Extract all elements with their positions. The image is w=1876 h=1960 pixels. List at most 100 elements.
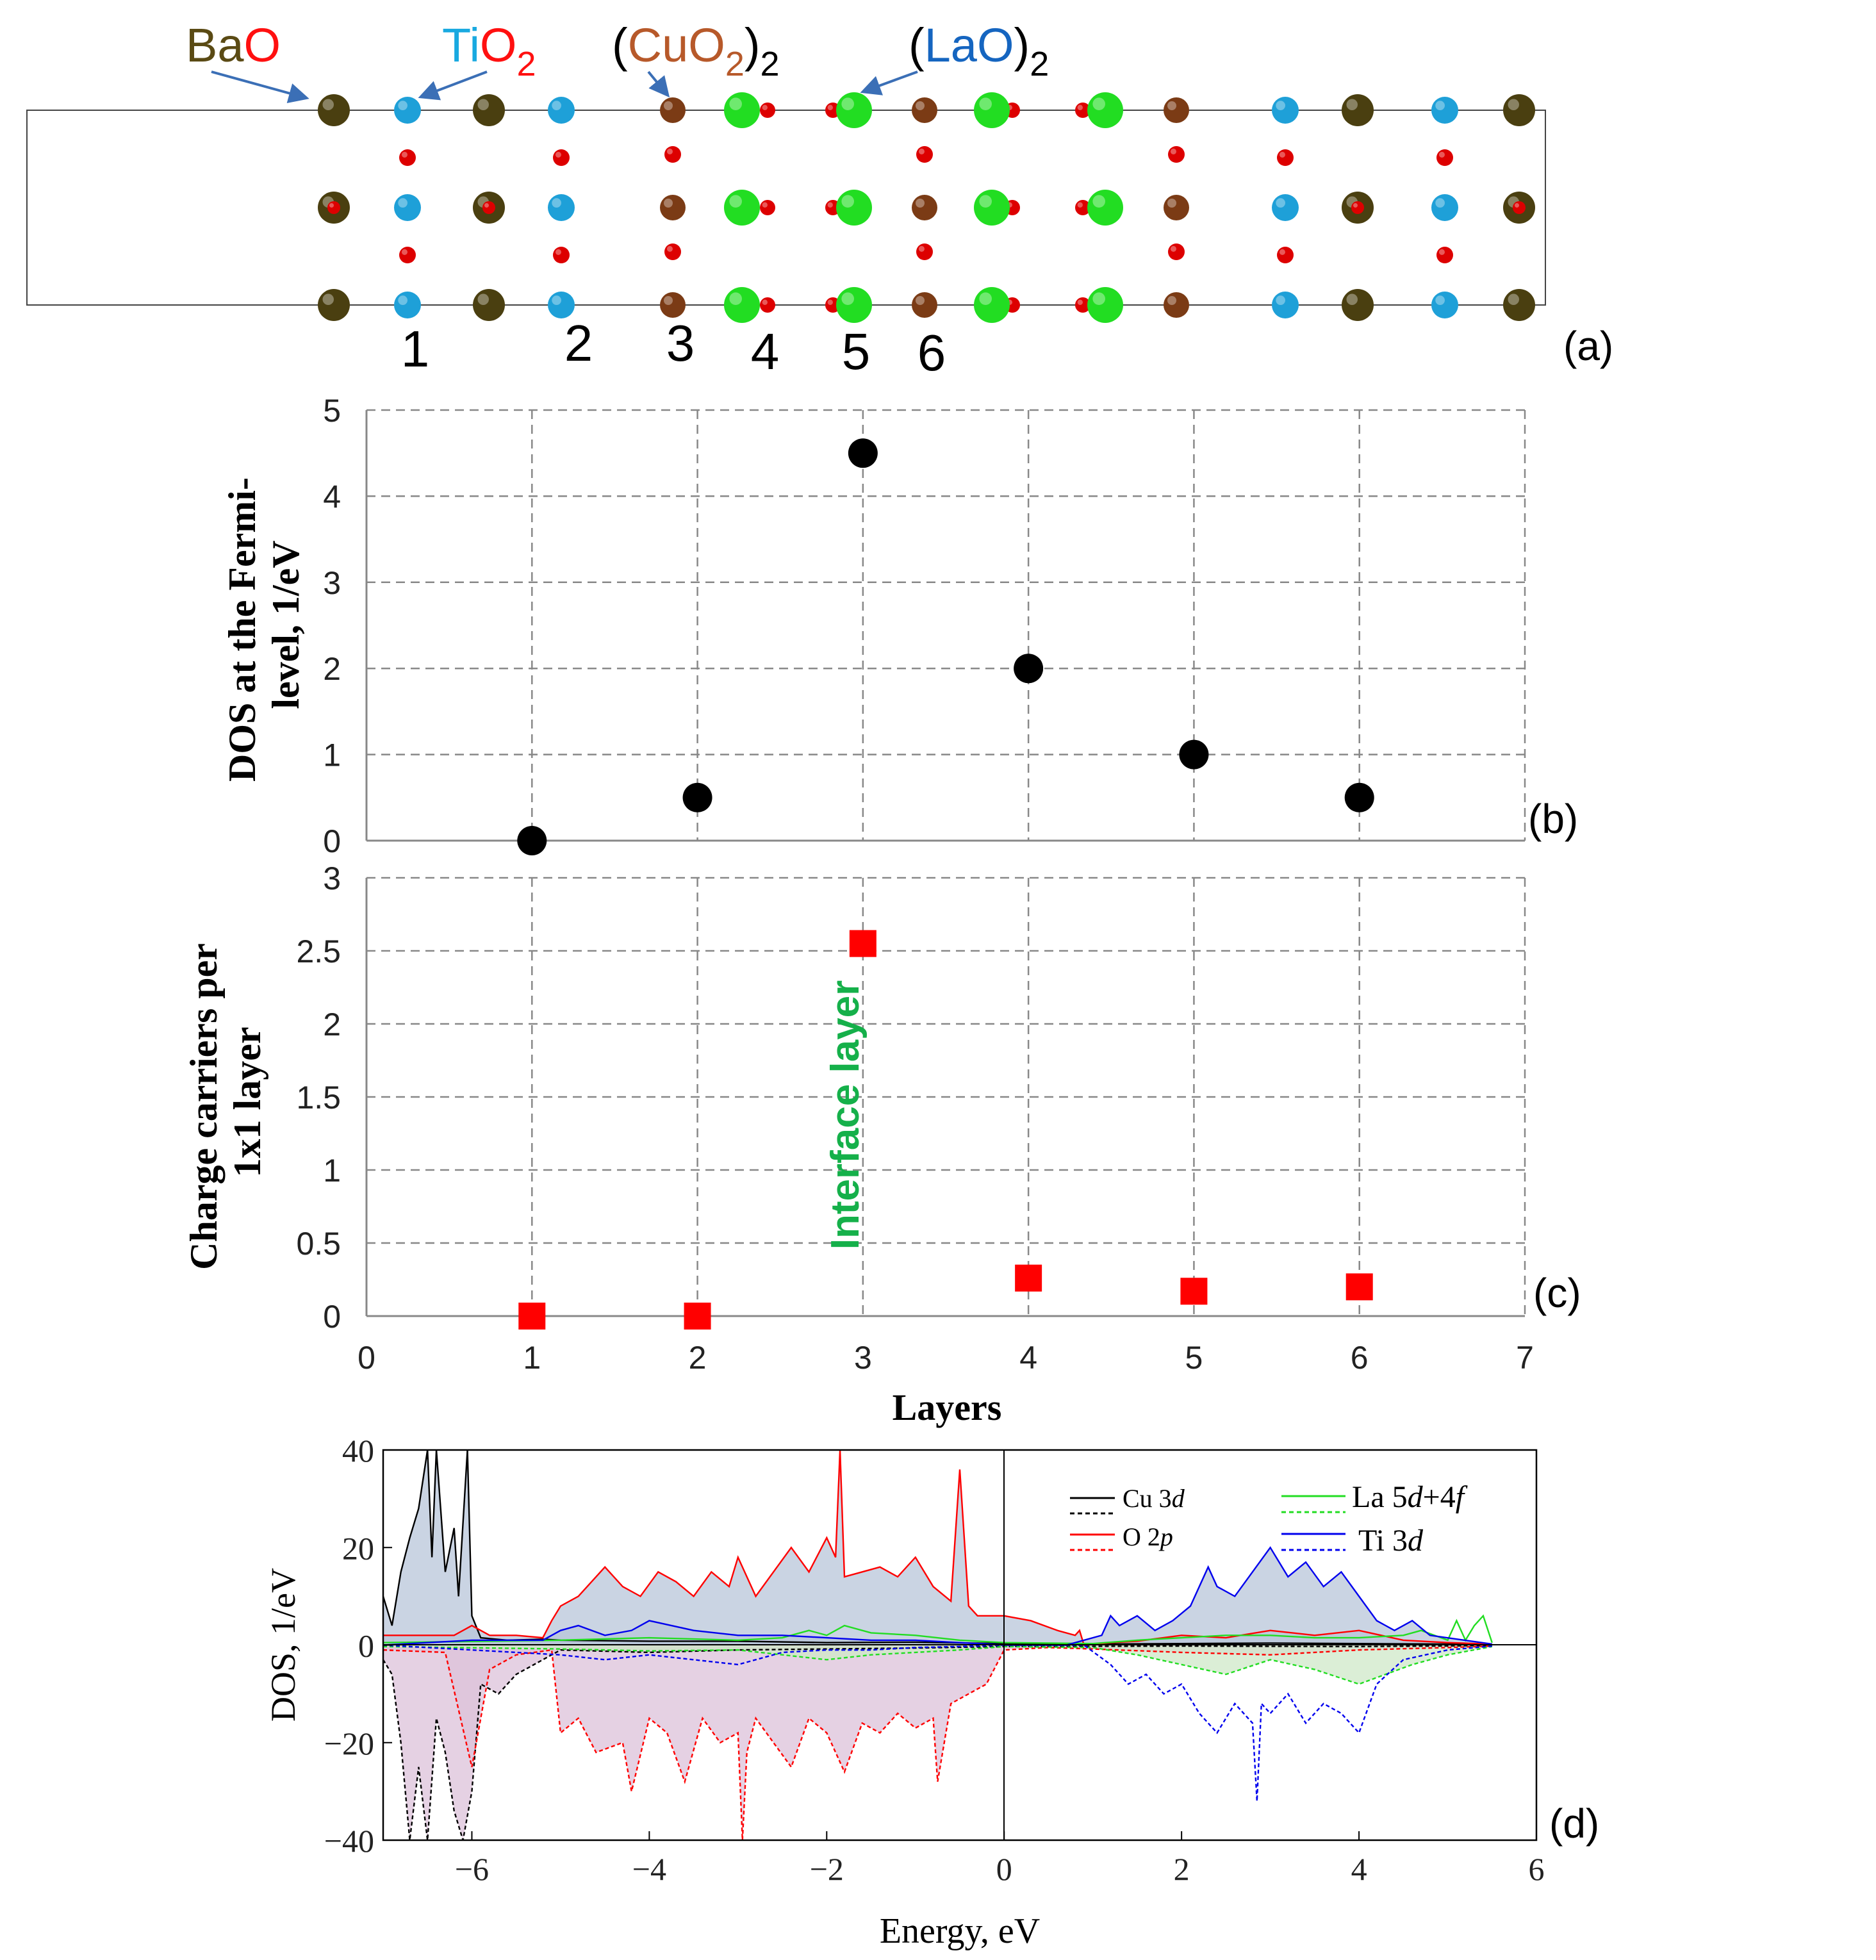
c-grid: [366, 877, 1526, 1316]
o-atom: [664, 243, 681, 260]
ba-atom: [318, 289, 350, 321]
y-tick-label: 4: [323, 479, 341, 515]
data-point: [1179, 739, 1209, 770]
o-atom: [760, 297, 775, 313]
ti-atom: [1431, 292, 1458, 318]
ti-atom: [548, 194, 575, 221]
series-fill: [383, 1547, 1492, 1645]
data-point: [518, 1303, 546, 1330]
x-tick-label: 4: [1019, 1340, 1037, 1376]
o-atom: [1513, 201, 1526, 214]
x-tick-label: 1: [523, 1340, 541, 1376]
la-atom: [1087, 287, 1123, 323]
layer-number-2: 2: [564, 315, 593, 372]
series-line: [383, 1450, 1492, 1645]
series-fill: [383, 1450, 1492, 1645]
ti-atom: [548, 97, 575, 124]
d-fills: [383, 1450, 1492, 1840]
la-atom: [836, 287, 872, 323]
bao-label: BaO: [186, 19, 281, 72]
la-atom: [974, 190, 1010, 226]
la-atom: [836, 190, 872, 226]
supercell-box: [26, 110, 1546, 306]
panel-label-a: (a): [1563, 323, 1613, 369]
o-atom: [1168, 243, 1185, 260]
x-tick-label: −6: [455, 1851, 489, 1887]
series-line: [383, 1645, 1492, 1840]
ba-atom: [1342, 289, 1374, 321]
y-tick-label: 3: [323, 565, 341, 601]
y-tick-label: −20: [324, 1725, 374, 1761]
ti-atom: [394, 194, 421, 221]
o-atom: [1075, 103, 1090, 118]
panel-label-c: (c): [1533, 1270, 1581, 1316]
la-atom: [974, 92, 1010, 128]
x-tick-label: −4: [632, 1851, 666, 1887]
layer-number-6: 6: [917, 324, 946, 381]
cu-atom: [912, 292, 937, 318]
y-tick-label: 40: [342, 1433, 374, 1469]
dos-fermi-chart: 0 1 2 3 4 5 DOS at the Fermi- level, 1/eV (b): [221, 393, 1578, 859]
b-grid: [366, 409, 1526, 841]
data-point: [1015, 1264, 1042, 1292]
layer-number-1: 1: [401, 320, 430, 377]
panel-label-d: (d): [1549, 1800, 1599, 1847]
la-atom: [836, 92, 872, 128]
cu-atom: [660, 97, 686, 123]
x-tick-label: 5: [1185, 1340, 1203, 1376]
o-atom: [1436, 149, 1453, 166]
x-tick-label: 2: [1174, 1851, 1190, 1887]
y-tick-label: 0.5: [296, 1226, 341, 1262]
o-atom: [399, 247, 416, 263]
la-atom: [724, 92, 760, 128]
y-tick-label: 1: [323, 737, 341, 773]
series-line: [383, 1644, 1492, 1802]
bao-arrow: [211, 70, 309, 104]
data-point: [684, 1303, 711, 1330]
o-atom: [916, 146, 933, 163]
y-tick-label: 0: [358, 1628, 374, 1664]
y-tick-label: 2: [323, 1007, 341, 1042]
o-atom: [1075, 297, 1090, 313]
d-series: [383, 1450, 1493, 1840]
x-tick-label: 6: [1529, 1851, 1545, 1887]
o-atom: [1436, 247, 1453, 263]
data-point: [517, 826, 547, 855]
ti-atom: [1272, 292, 1299, 318]
o-atom: [553, 247, 570, 263]
atoms-group: [318, 92, 1535, 323]
o-atom: [1351, 201, 1364, 214]
layer-number-3: 3: [666, 315, 695, 372]
o-atom: [1277, 247, 1294, 263]
c-ylabel: Charge carriers per 1x1 layer: [183, 934, 268, 1270]
b-points: [517, 438, 1374, 855]
series-fill: [383, 1645, 1492, 1684]
y-tick-label: 3: [323, 861, 341, 896]
tio2-arrow: [418, 70, 488, 101]
o-atom: [664, 146, 681, 163]
la-atom: [724, 190, 760, 226]
y-tick-label: 0: [323, 823, 341, 859]
b-ylabel: DOS at the Fermi- level, 1/eV: [221, 468, 307, 782]
ba-atom: [1342, 94, 1374, 126]
x-tick-label: 4: [1351, 1851, 1367, 1887]
la-atom: [1087, 190, 1123, 226]
o-atom: [1075, 200, 1090, 215]
data-point: [682, 782, 712, 812]
y-tick-label: 20: [342, 1530, 374, 1566]
y-tick-label: 1.5: [296, 1080, 341, 1116]
data-point: [1344, 782, 1374, 812]
o-atom: [482, 201, 495, 214]
ti-atom: [1431, 194, 1458, 221]
data-point: [849, 930, 876, 957]
cu-atom: [1164, 97, 1189, 123]
cuo2-label: (CuO2)2: [612, 19, 780, 83]
o-atom: [327, 201, 340, 214]
panel-label-b: (b): [1528, 796, 1578, 842]
o-atom: [1168, 146, 1185, 163]
x-tick-label: −2: [810, 1851, 844, 1887]
la-atom: [724, 287, 760, 323]
x-tick-label: 7: [1516, 1340, 1534, 1376]
ba-atom: [473, 289, 505, 321]
